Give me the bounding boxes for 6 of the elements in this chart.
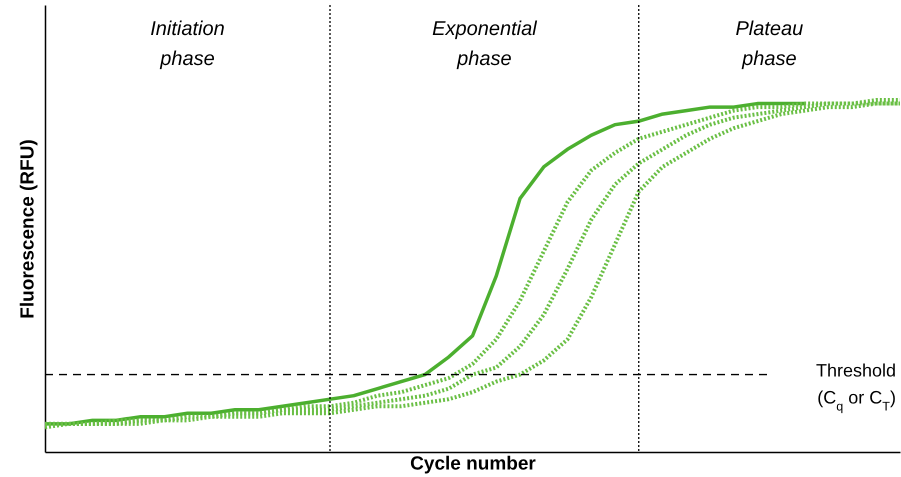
text: Exponential phase bbox=[432, 18, 538, 70]
text: Plateau phase bbox=[735, 18, 804, 70]
ref-line-label: Threshold (C$_{q}$ or C$_{T}$) bbox=[816, 360, 896, 414]
y-axis-title: Fluorescence (RFU) bbox=[18, 139, 38, 319]
x-axis-title: Cycle number bbox=[410, 454, 536, 474]
text: Initiation phase bbox=[150, 18, 225, 70]
